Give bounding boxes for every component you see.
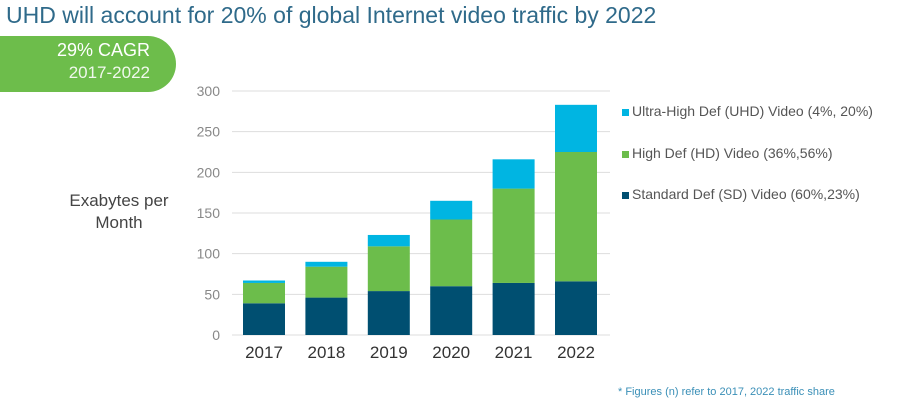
- bar-2022-series-0: [555, 281, 597, 335]
- x-tick-label: 2022: [557, 343, 595, 362]
- legend-label-uhd: Ultra-High Def (UHD) Video (4%, 20%): [632, 103, 873, 119]
- legend-item-uhd: Ultra-High Def (UHD) Video (4%, 20%): [622, 103, 873, 119]
- legend-item-hd: High Def (HD) Video (36%,56%): [622, 145, 833, 161]
- bar-2018-series-2: [305, 261, 348, 267]
- bar-2019-series-1: [367, 246, 410, 292]
- y-tick-label: 300: [197, 83, 221, 99]
- x-tick-label: 2019: [370, 343, 408, 362]
- legend-label-hd: High Def (HD) Video (36%,56%): [632, 145, 833, 161]
- x-tick-label: 2018: [307, 343, 345, 362]
- legend-swatch-hd: [622, 150, 629, 158]
- bar-2022-series-1: [555, 152, 597, 282]
- cagr-badge: 29% CAGR 2017-2022: [0, 36, 176, 92]
- cagr-period: 2017-2022: [68, 63, 150, 82]
- bar-2018-series-1: [305, 266, 348, 298]
- bar-2017-series-2: [243, 280, 285, 283]
- legend-item-sd: Standard Def (SD) Video (60%,23%): [622, 186, 860, 202]
- x-tick-label: 2020: [432, 343, 470, 362]
- chart-title: UHD will account for 20% of global Inter…: [6, 2, 657, 28]
- footnote: * Figures (n) refer to 2017, 2022 traffi…: [618, 386, 835, 398]
- bar-2017-series-0: [243, 303, 285, 335]
- y-tick-label: 150: [197, 205, 221, 221]
- bar-2021-series-1: [492, 188, 535, 283]
- y-tick-label: 0: [212, 327, 220, 343]
- y-tick-label: 250: [197, 124, 221, 140]
- bar-2020-series-1: [430, 219, 473, 287]
- bar-2019-series-0: [367, 291, 410, 335]
- legend-swatch-uhd: [622, 108, 629, 116]
- legend-swatch-sd: [622, 191, 629, 199]
- legend-label-sd: Standard Def (SD) Video (60%,23%): [632, 186, 860, 202]
- x-tick-label: 2021: [495, 343, 533, 362]
- x-tick-label: 2017: [245, 343, 283, 362]
- y-axis-label: Exabytes per Month: [69, 191, 169, 232]
- bar-2020-series-2: [430, 200, 473, 220]
- bar-2022-series-2: [555, 104, 597, 152]
- y-tick-label: 100: [197, 246, 221, 262]
- y-tick-label: 200: [197, 164, 221, 180]
- bar-2020-series-0: [430, 286, 473, 335]
- bar-2018-series-0: [305, 297, 348, 335]
- bar-2021-series-0: [492, 282, 535, 335]
- y-tick-label: 50: [204, 286, 220, 302]
- bar-2021-series-2: [492, 159, 535, 189]
- cagr-value: 29% CAGR: [56, 40, 150, 60]
- bar-2019-series-2: [367, 234, 410, 247]
- bar-2017-series-1: [243, 282, 285, 304]
